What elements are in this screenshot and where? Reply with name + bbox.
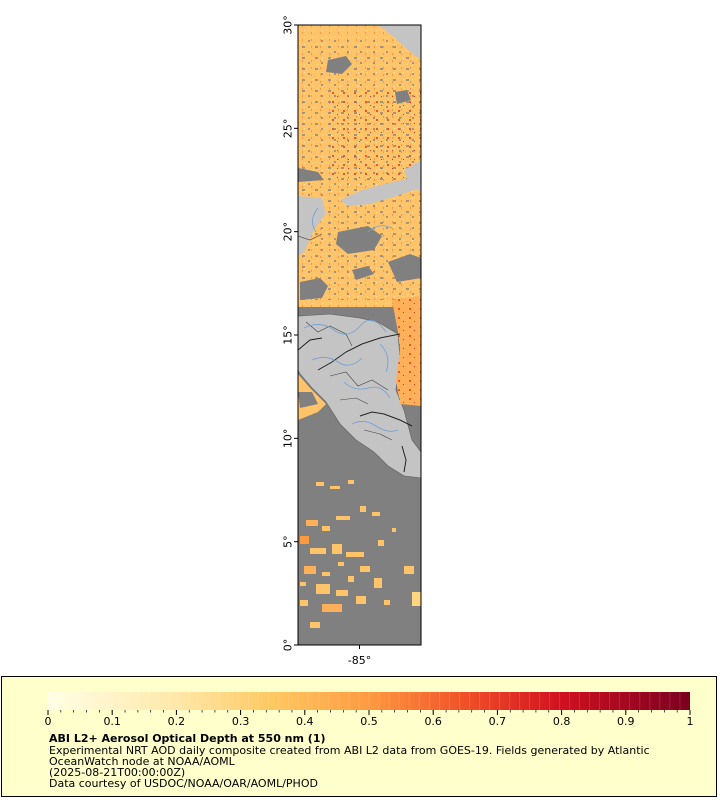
colorbar-tick-label: 0.1 xyxy=(103,715,121,728)
river xyxy=(311,357,363,366)
map-figure: 30° 25° 20° 15° 10° 5° 0° -85° xyxy=(282,15,422,667)
no-data-gap xyxy=(298,392,318,408)
state-border xyxy=(298,233,323,241)
aod-caribbean-band-texture xyxy=(392,296,421,406)
land-central-america xyxy=(298,313,421,479)
lat-tick-label: 10° xyxy=(282,429,295,449)
no-data-gap xyxy=(395,90,411,104)
legend-date: (2025-08-21T00:00:00Z) xyxy=(49,766,186,779)
legend-title: ABI L2+ Aerosol Optical Depth at 550 nm … xyxy=(49,732,326,745)
lat-tick-label: 15° xyxy=(282,325,295,345)
colorbar-tick-label: 0 xyxy=(45,715,52,728)
country-border xyxy=(401,445,407,473)
river xyxy=(351,421,399,432)
no-data-gap xyxy=(388,254,421,282)
legend-description-line-2: OceanWatch node at NOAA/AOML xyxy=(49,755,235,768)
map-plot-area xyxy=(298,25,421,645)
colorbar-tick-label: 0.3 xyxy=(232,715,250,728)
river xyxy=(303,319,387,335)
colorbar-tick-label: 0.4 xyxy=(296,715,314,728)
no-data-gap xyxy=(352,266,374,280)
no-data-gap xyxy=(298,168,324,182)
aod-map: 30° 25° 20° 15° 10° 5° 0° -85° xyxy=(282,15,422,667)
lat-tick-label: 5° xyxy=(282,535,295,548)
colorbar-tick-label: 0.9 xyxy=(617,715,635,728)
state-border xyxy=(329,371,389,391)
land-cuba xyxy=(340,176,421,206)
colorbar-tick-label: 0.6 xyxy=(424,715,442,728)
no-data-gap xyxy=(336,226,382,254)
land-north-coast xyxy=(378,25,421,60)
aod-southern-speckles xyxy=(300,480,421,628)
colorbar-tick-label: 0.8 xyxy=(553,715,571,728)
colorbar-tick-label: 0.2 xyxy=(168,715,186,728)
lat-tick-label: 25° xyxy=(282,119,295,139)
colorbar-tick-label: 0.7 xyxy=(489,715,507,728)
colorbar-tick-label: 0.5 xyxy=(360,715,378,728)
country-border xyxy=(298,337,323,351)
no-data-gap xyxy=(300,278,328,300)
river xyxy=(312,207,319,233)
legend-panel: 0 0.1 0.2 0.3 0.4 0.5 0.6 0.7 0.8 0.9 1 ABI L2+ Ae… xyxy=(1,676,717,797)
lat-tick-label: 30° xyxy=(282,15,295,35)
longitude-axis: -85° xyxy=(348,645,371,667)
legend-description-line-1: Experimental NRT AOD daily composite cre… xyxy=(49,744,650,757)
lat-tick-label: 0° xyxy=(282,639,295,652)
lon-tick-label: -85° xyxy=(348,654,371,667)
state-border xyxy=(305,321,353,347)
state-border xyxy=(363,429,393,441)
colorbar-ticks: 0 0.1 0.2 0.3 0.4 0.5 0.6 0.7 0.8 0.9 1 xyxy=(45,692,694,728)
land-yucatan xyxy=(298,196,326,256)
state-border xyxy=(339,397,369,405)
latitude-axis: 30° 25° 20° 15° 10° 5° 0° xyxy=(282,15,298,652)
river xyxy=(343,381,391,399)
colorbar-gradient xyxy=(48,692,690,710)
colorbar-tick-label: 1 xyxy=(687,715,694,728)
colorbar: 0 0.1 0.2 0.3 0.4 0.5 0.6 0.7 0.8 0.9 1 xyxy=(45,692,694,728)
aod-field-gaps xyxy=(298,40,421,300)
country-border xyxy=(359,411,413,427)
no-data-gap xyxy=(326,56,352,74)
river xyxy=(367,225,393,233)
legend-credit: Data courtesy of USDOC/NOAA/OAR/AOML/PHO… xyxy=(49,777,318,790)
river xyxy=(379,343,389,373)
lat-tick-label: 20° xyxy=(282,222,295,242)
country-border xyxy=(317,333,401,371)
